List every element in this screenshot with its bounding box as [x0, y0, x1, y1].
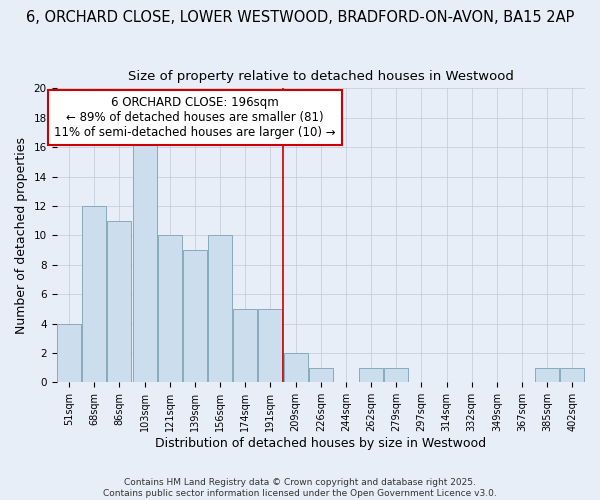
Bar [385, 368, 408, 382]
Text: Contains HM Land Registry data © Crown copyright and database right 2025.
Contai: Contains HM Land Registry data © Crown c… [103, 478, 497, 498]
Bar [107, 220, 131, 382]
Y-axis label: Number of detached properties: Number of detached properties [15, 137, 28, 334]
Title: Size of property relative to detached houses in Westwood: Size of property relative to detached ho… [128, 70, 514, 83]
Bar [233, 309, 257, 382]
Bar [560, 368, 584, 382]
Bar [309, 368, 333, 382]
Text: 6 ORCHARD CLOSE: 196sqm
← 89% of detached houses are smaller (81)
11% of semi-de: 6 ORCHARD CLOSE: 196sqm ← 89% of detache… [54, 96, 336, 138]
Bar [359, 368, 383, 382]
Bar [284, 353, 308, 382]
Bar [183, 250, 207, 382]
Bar [82, 206, 106, 382]
Bar [208, 236, 232, 382]
Text: 6, ORCHARD CLOSE, LOWER WESTWOOD, BRADFORD-ON-AVON, BA15 2AP: 6, ORCHARD CLOSE, LOWER WESTWOOD, BRADFO… [26, 10, 574, 25]
Bar [57, 324, 81, 382]
Bar [259, 309, 283, 382]
Bar [158, 236, 182, 382]
Bar [535, 368, 559, 382]
X-axis label: Distribution of detached houses by size in Westwood: Distribution of detached houses by size … [155, 437, 487, 450]
Bar [133, 132, 157, 382]
